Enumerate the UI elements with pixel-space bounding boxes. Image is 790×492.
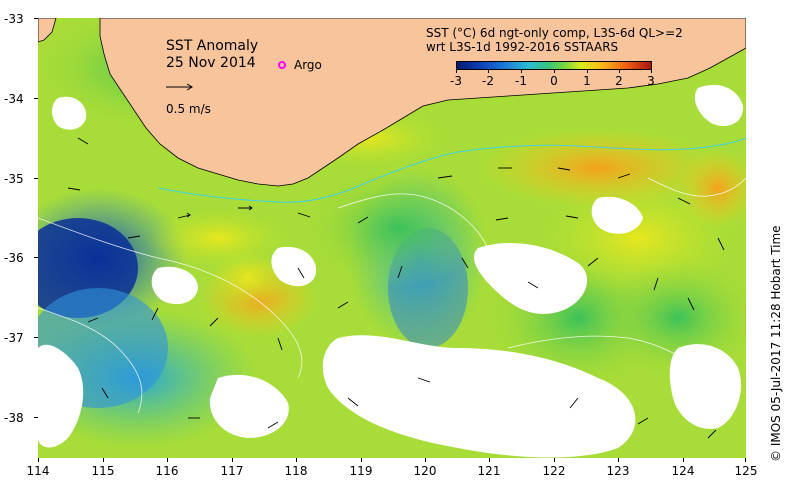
x-tick xyxy=(103,458,104,462)
y-tick xyxy=(34,337,38,338)
x-tick-label: 123 xyxy=(606,464,630,478)
scale-arrow-icon xyxy=(166,83,193,91)
x-tick-label: 114 xyxy=(26,464,50,478)
y-tick-label: -34 xyxy=(4,92,24,106)
argo-marker-icon xyxy=(278,61,286,69)
x-tick xyxy=(425,458,426,462)
y-tick-label: -33 xyxy=(4,12,24,26)
x-tick xyxy=(554,458,555,462)
y-tick xyxy=(34,417,38,418)
colorbar-label: -3 xyxy=(450,74,462,88)
y-tick xyxy=(34,18,38,19)
x-tick-label: 117 xyxy=(220,464,244,478)
x-tick xyxy=(38,458,39,462)
contour-lines xyxy=(38,177,746,414)
colorbar-tick xyxy=(488,70,489,73)
y-tick xyxy=(34,257,38,258)
current-vectors xyxy=(67,137,725,439)
y-tick xyxy=(34,178,38,179)
x-tick-label: 125 xyxy=(734,464,758,478)
y-tick-label: -35 xyxy=(4,172,24,186)
x-tick xyxy=(489,458,490,462)
legend-line-1: SST (°C) 6d ngt-only comp, L3S-6d QL>=2 xyxy=(426,26,683,40)
colorbar-label: 3 xyxy=(647,74,655,88)
colorbar-label: -1 xyxy=(515,74,527,88)
x-tick-label: 118 xyxy=(284,464,308,478)
x-tick xyxy=(618,458,619,462)
x-tick xyxy=(232,458,233,462)
x-tick xyxy=(296,458,297,462)
shelf-contour xyxy=(157,137,746,203)
x-tick-label: 122 xyxy=(542,464,566,478)
colorbar-tick xyxy=(619,70,620,73)
x-tick-label: 116 xyxy=(155,464,179,478)
sst-anomaly-map xyxy=(38,18,746,458)
colorbar-tick xyxy=(521,70,522,73)
x-tick-label: 120 xyxy=(413,464,437,478)
land-mass xyxy=(99,18,746,187)
map-title: SST Anomaly 25 Nov 2014 xyxy=(166,38,258,72)
cloud-mask xyxy=(38,84,744,458)
x-tick xyxy=(745,458,746,462)
colorbar xyxy=(456,61,652,70)
x-tick-label: 119 xyxy=(349,464,373,478)
colorbar-tick xyxy=(587,70,588,73)
map-frame xyxy=(38,18,746,458)
argo-label: Argo xyxy=(294,58,322,72)
x-tick-label: 115 xyxy=(91,464,115,478)
colorbar-label: 1 xyxy=(583,74,591,88)
x-tick xyxy=(167,458,168,462)
land-west-cape xyxy=(38,18,57,43)
legend-title: SST (°C) 6d ngt-only comp, L3S-6d QL>=2 … xyxy=(426,26,683,54)
x-tick xyxy=(683,458,684,462)
colorbar-label: -2 xyxy=(482,74,494,88)
legend-line-2: wrt L3S-1d 1992-2016 SSTAARS xyxy=(426,40,619,54)
x-tick xyxy=(361,458,362,462)
credit-text: © IMOS 05-Jul-2017 11:28 Hobart Time xyxy=(769,225,783,462)
scale-label: 0.5 m/s xyxy=(166,102,211,116)
title-line-1: SST Anomaly xyxy=(166,38,259,54)
x-tick-label: 124 xyxy=(671,464,695,478)
colorbar-tick xyxy=(456,70,457,73)
y-tick-label: -37 xyxy=(4,331,24,345)
x-tick-label: 121 xyxy=(477,464,501,478)
colorbar-tick xyxy=(554,70,555,73)
y-tick-label: -38 xyxy=(4,411,24,425)
y-tick-label: -36 xyxy=(4,251,24,265)
colorbar-tick xyxy=(651,70,652,73)
colorbar-label: 2 xyxy=(615,74,623,88)
colorbar-label: 0 xyxy=(550,74,558,88)
title-line-2: 25 Nov 2014 xyxy=(166,55,256,71)
y-tick xyxy=(34,98,38,99)
